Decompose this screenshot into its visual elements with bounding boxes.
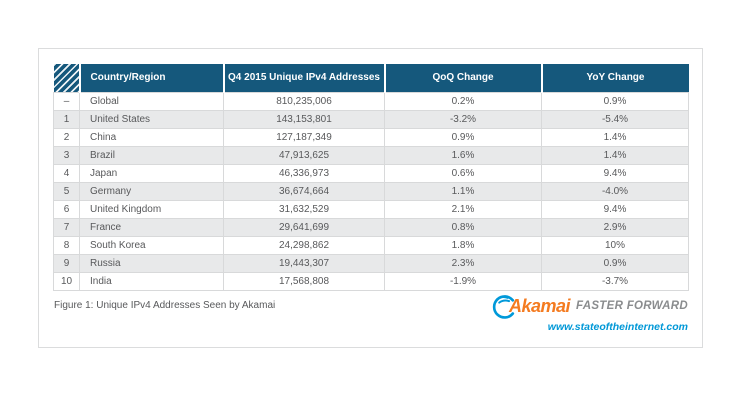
country-cell: China (79, 127, 224, 147)
akamai-swoosh-icon (488, 291, 518, 321)
addresses-cell: 36,674,664 (223, 181, 385, 201)
country-cell: Japan (79, 163, 224, 183)
rank-cell: 3 (53, 145, 80, 165)
figure-caption: Figure 1: Unique IPv4 Addresses Seen by … (54, 300, 276, 311)
table-row: 8 South Korea 24,298,862 1.8% 10% (53, 235, 689, 255)
header-yoy-change: YoY Change (540, 64, 689, 92)
yoy-cell: -4.0% (541, 181, 689, 201)
rank-cell: 9 (53, 253, 80, 273)
ipv4-addresses-table: Country/Region Q4 2015 Unique IPv4 Addre… (53, 64, 689, 291)
header-row: Country/Region Q4 2015 Unique IPv4 Addre… (53, 64, 689, 92)
qoq-cell: -1.9% (384, 271, 542, 291)
rank-cell: 8 (53, 235, 80, 255)
table-row: 6 United Kingdom 31,632,529 2.1% 9.4% (53, 199, 689, 219)
qoq-cell: 1.8% (384, 235, 542, 255)
qoq-cell: 0.2% (384, 91, 542, 111)
akamai-wordmark: Akamai (508, 295, 571, 316)
header-hatch-cell (53, 64, 80, 92)
country-cell: Brazil (79, 145, 224, 165)
rank-cell: 7 (53, 217, 80, 237)
country-cell: Global (79, 91, 224, 111)
yoy-cell: 0.9% (541, 91, 689, 111)
rank-cell: – (53, 91, 80, 111)
qoq-cell: 0.9% (384, 127, 542, 147)
yoy-cell: 1.4% (541, 127, 689, 147)
yoy-cell: -3.7% (541, 271, 689, 291)
table-row: 1 United States 143,153,801 -3.2% -5.4% (53, 109, 689, 129)
table-header: Country/Region Q4 2015 Unique IPv4 Addre… (53, 64, 689, 92)
table-row: – Global 810,235,006 0.2% 0.9% (53, 91, 689, 111)
addresses-cell: 31,632,529 (223, 199, 385, 219)
rank-cell: 5 (53, 181, 80, 201)
yoy-cell: 0.9% (541, 253, 689, 273)
addresses-cell: 19,443,307 (223, 253, 385, 273)
rank-cell: 2 (53, 127, 80, 147)
country-cell: United Kingdom (79, 199, 224, 219)
yoy-cell: 10% (541, 235, 689, 255)
addresses-cell: 17,568,808 (223, 271, 385, 291)
country-cell: India (79, 271, 224, 291)
rank-cell: 4 (53, 163, 80, 183)
header-qoq-change: QoQ Change (383, 64, 542, 92)
table-row: 9 Russia 19,443,307 2.3% 0.9% (53, 253, 689, 273)
addresses-cell: 127,187,349 (223, 127, 385, 147)
table-row: 10 India 17,568,808 -1.9% -3.7% (53, 271, 689, 291)
qoq-cell: 2.3% (384, 253, 542, 273)
yoy-cell: 9.4% (541, 163, 689, 183)
header-country-region: Country/Region (78, 64, 224, 92)
country-cell: South Korea (79, 235, 224, 255)
qoq-cell: -3.2% (384, 109, 542, 129)
qoq-cell: 2.1% (384, 199, 542, 219)
addresses-cell: 29,641,699 (223, 217, 385, 237)
rank-cell: 1 (53, 109, 80, 129)
addresses-cell: 810,235,006 (223, 91, 385, 111)
yoy-cell: 2.9% (541, 217, 689, 237)
table-row: 2 China 127,187,349 0.9% 1.4% (53, 127, 689, 147)
qoq-cell: 0.6% (384, 163, 542, 183)
yoy-cell: -5.4% (541, 109, 689, 129)
country-cell: United States (79, 109, 224, 129)
rank-cell: 10 (53, 271, 80, 291)
country-cell: Russia (79, 253, 224, 273)
addresses-cell: 46,336,973 (223, 163, 385, 183)
header-unique-ipv4-addresses: Q4 2015 Unique IPv4 Addresses (222, 64, 385, 92)
qoq-cell: 1.6% (384, 145, 542, 165)
country-cell: Germany (79, 181, 224, 201)
akamai-logo: Akamai FASTER FORWARD www.stateoftheinte… (488, 291, 688, 333)
table-row: 3 Brazil 47,913,625 1.6% 1.4% (53, 145, 689, 165)
rank-cell: 6 (53, 199, 80, 219)
yoy-cell: 1.4% (541, 145, 689, 165)
akamai-tagline: FASTER FORWARD (576, 300, 688, 312)
table-row: 4 Japan 46,336,973 0.6% 9.4% (53, 163, 689, 183)
addresses-cell: 47,913,625 (223, 145, 385, 165)
report-figure-card: Country/Region Q4 2015 Unique IPv4 Addre… (38, 48, 703, 348)
table-body: – Global 810,235,006 0.2% 0.9% 1 United … (53, 91, 689, 291)
table-row: 5 Germany 36,674,664 1.1% -4.0% (53, 181, 689, 201)
country-cell: France (79, 217, 224, 237)
qoq-cell: 0.8% (384, 217, 542, 237)
qoq-cell: 1.1% (384, 181, 542, 201)
akamai-logo-row: Akamai FASTER FORWARD (488, 291, 688, 321)
stateoftheinternet-link[interactable]: www.stateoftheinternet.com (547, 321, 688, 333)
addresses-cell: 143,153,801 (223, 109, 385, 129)
table-row: 7 France 29,641,699 0.8% 2.9% (53, 217, 689, 237)
addresses-cell: 24,298,862 (223, 235, 385, 255)
yoy-cell: 9.4% (541, 199, 689, 219)
